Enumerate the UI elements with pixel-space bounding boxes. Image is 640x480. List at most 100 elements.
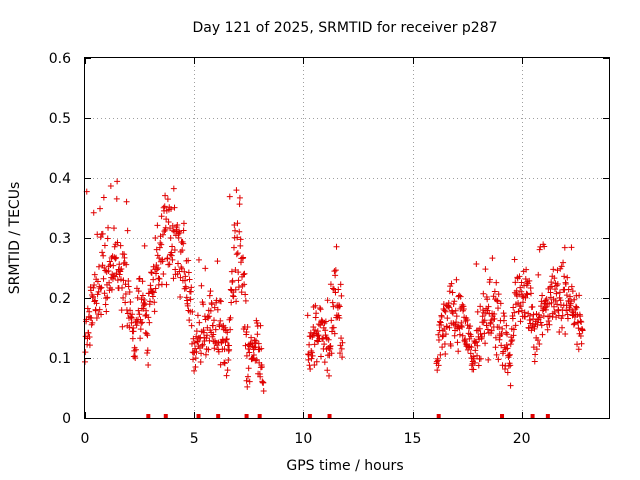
data-point [202, 265, 209, 272]
data-point [515, 300, 522, 307]
data-point [234, 220, 241, 227]
data-point [317, 353, 324, 360]
data-point [146, 319, 153, 326]
data-point [223, 372, 230, 379]
data-point [313, 310, 320, 317]
data-point [260, 379, 267, 386]
data-point [164, 196, 171, 203]
data-point [127, 307, 134, 314]
data-point [568, 283, 575, 290]
data-point [113, 254, 120, 261]
data-point [539, 331, 546, 338]
data-point [337, 281, 344, 288]
data-point [192, 364, 199, 371]
data-point [144, 332, 151, 339]
data-point [506, 351, 513, 358]
data-point [485, 303, 492, 310]
data-point [242, 342, 249, 349]
data-point [577, 313, 584, 320]
data-point [236, 194, 243, 201]
data-point [499, 362, 506, 369]
data-point [554, 301, 561, 308]
data-point [308, 355, 315, 362]
plot-frame [84, 57, 610, 419]
data-point [99, 230, 106, 237]
data-point [321, 359, 328, 366]
data-point [479, 313, 486, 320]
data-point [551, 275, 558, 282]
data-point [211, 345, 218, 352]
data-point [227, 314, 234, 321]
data-point [243, 377, 250, 384]
data-point [156, 275, 163, 282]
data-point [491, 288, 498, 295]
data-point [532, 351, 539, 358]
data-point [125, 277, 132, 284]
data-point [139, 278, 146, 285]
data-point [234, 234, 241, 241]
data-point [254, 319, 261, 326]
data-point [108, 286, 115, 293]
data-point [540, 313, 547, 320]
data-point [118, 266, 125, 273]
data-point [159, 258, 166, 265]
data-point [93, 315, 100, 322]
data-point [96, 306, 103, 313]
data-point [449, 289, 456, 296]
data-point [457, 293, 464, 300]
axis-ticks [85, 58, 609, 419]
data-point [565, 286, 572, 293]
data-point [528, 290, 535, 297]
data-point [155, 275, 162, 282]
data-point [141, 296, 148, 303]
x-axis-title: GPS time / hours [286, 458, 403, 474]
data-point [104, 235, 111, 242]
data-point [492, 334, 499, 341]
data-point [561, 273, 568, 280]
data-point [91, 271, 98, 278]
data-point [550, 266, 557, 273]
data-point [509, 337, 516, 344]
data-point [437, 351, 444, 358]
data-point [183, 285, 190, 292]
data-point [206, 337, 213, 344]
data-point [226, 193, 233, 200]
data-point [235, 284, 242, 291]
data-point [542, 297, 549, 304]
data-point [258, 363, 265, 370]
data-point [477, 303, 484, 310]
data-point [481, 330, 488, 337]
data-point [330, 303, 337, 310]
data-point [193, 348, 200, 355]
data-point [322, 318, 329, 325]
data-point [474, 308, 481, 315]
data-point [338, 335, 345, 342]
data-point [122, 299, 129, 306]
data-point [510, 326, 517, 333]
data-point [558, 315, 565, 322]
data-point [252, 357, 259, 364]
data-point [507, 341, 514, 348]
data-point [132, 346, 139, 353]
data-point [498, 342, 505, 349]
data-point [487, 319, 494, 326]
data-point [114, 277, 121, 284]
data-point [88, 314, 95, 321]
data-point [188, 340, 195, 347]
data-point [510, 304, 517, 311]
data-point [554, 267, 561, 274]
data-point [453, 319, 460, 326]
data-point [207, 307, 214, 314]
data-point [149, 293, 156, 300]
data-point [185, 257, 192, 264]
data-point [155, 264, 162, 271]
data-point [559, 324, 566, 331]
y-tick-label: 0.2 [49, 291, 71, 307]
data-point [176, 229, 183, 236]
data-point [86, 334, 93, 341]
data-point [101, 264, 108, 271]
data-point [330, 285, 337, 292]
data-point [472, 347, 479, 354]
data-point [196, 319, 203, 326]
data-point [228, 299, 235, 306]
